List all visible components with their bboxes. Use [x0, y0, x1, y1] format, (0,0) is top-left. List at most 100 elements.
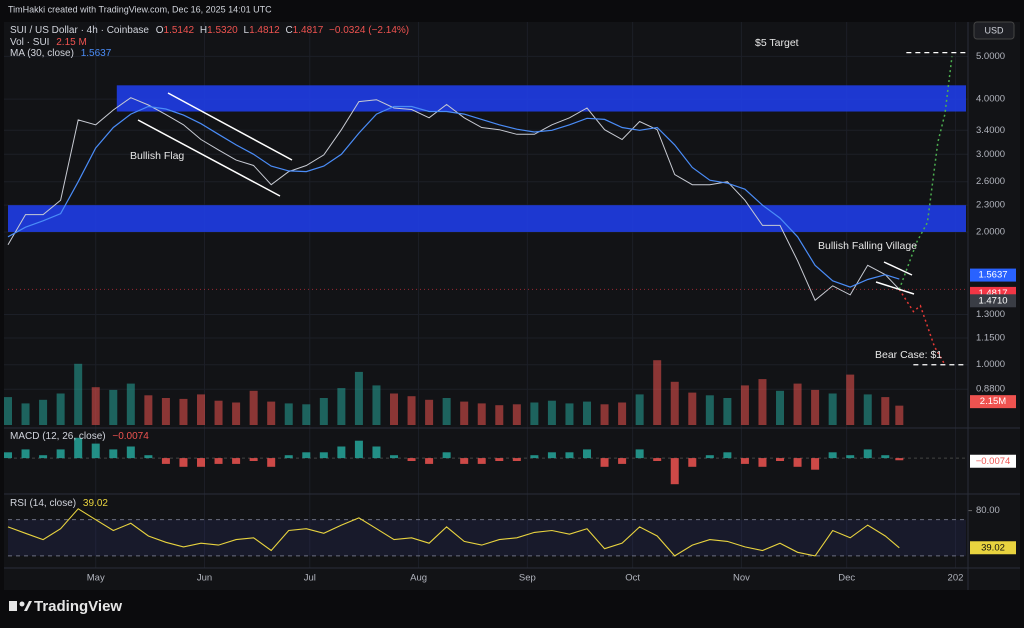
- price-line: [7, 97, 900, 302]
- legend-value: 1.5320: [207, 25, 238, 36]
- volume-bar: [565, 403, 574, 425]
- legend-ma: MA (30, close) 1.5637: [10, 48, 112, 59]
- volume-bar: [600, 404, 609, 425]
- macd-tag: −0.0074: [976, 456, 1011, 467]
- legend-label: MA (30, close): [10, 48, 74, 59]
- volume-bar: [547, 400, 556, 425]
- volume-bar: [477, 403, 486, 425]
- y-tick-label: 0.8800: [976, 384, 1005, 395]
- y-tick-label: 1.0000: [976, 359, 1005, 370]
- volume-bar: [740, 385, 749, 425]
- y-tick-label: 80.00: [976, 505, 1000, 516]
- macd-bar: [249, 458, 258, 461]
- macd-bar: [863, 449, 872, 459]
- zone: [8, 205, 966, 232]
- volume-bar: [758, 379, 767, 425]
- macd-bar: [635, 449, 644, 459]
- volume-bar: [407, 396, 416, 425]
- legend-value: 1.4817: [293, 25, 324, 36]
- macd-bar: [688, 458, 697, 467]
- legend-price: SUI / US Dollar · 4h · Coinbase O1.5142 …: [10, 25, 409, 36]
- volume-bar: [495, 405, 504, 425]
- y-tick-label: 2.3000: [976, 200, 1005, 211]
- volume-bar: [74, 363, 83, 425]
- projection: [898, 288, 946, 366]
- wedge-line: [883, 261, 913, 276]
- macd-bar: [161, 458, 170, 464]
- annotation: $5 Target: [755, 37, 799, 49]
- macd-bar: [4, 452, 12, 459]
- x-tick-label: Oct: [625, 573, 640, 584]
- y-tick-label: 2.0000: [976, 226, 1005, 237]
- macd-bar: [39, 455, 48, 459]
- y-tick-label: 1.1500: [976, 332, 1005, 343]
- legend-label: Vol · SUI: [10, 37, 49, 48]
- legend-macd: MACD (12, 26, close) −0.0074: [10, 431, 149, 442]
- macd-bar: [390, 455, 399, 459]
- price-tag: 1.5637: [978, 270, 1007, 281]
- x-tick-label: Jun: [197, 573, 212, 584]
- macd-bar: [21, 449, 30, 459]
- legend-value: 39.02: [83, 498, 108, 509]
- legend-volume: Vol · SUI 2.15 M: [10, 37, 87, 48]
- currency[interactable]: USD: [984, 25, 1004, 35]
- zone: [116, 85, 967, 112]
- volume-bar: [161, 398, 170, 425]
- macd-bar: [530, 455, 539, 459]
- x-tick-label: Dec: [838, 573, 855, 584]
- volume-bar: [56, 393, 65, 425]
- volume-bar: [635, 394, 644, 425]
- y-tick-label: 4.0000: [976, 94, 1005, 105]
- macd-bar: [214, 458, 223, 464]
- macd-bar: [74, 437, 83, 459]
- macd-bar: [670, 458, 679, 485]
- volume-bar: [460, 401, 469, 425]
- y-tick-label: 3.4000: [976, 125, 1005, 136]
- macd-bar: [337, 446, 346, 459]
- flag-line: [167, 92, 293, 161]
- x-tick-label: Nov: [733, 573, 750, 584]
- volume-bar: [530, 402, 539, 425]
- volume-bar: [354, 371, 363, 425]
- volume-bar: [442, 398, 451, 425]
- macd-bar: [232, 458, 241, 464]
- brand-logo: [24, 601, 32, 611]
- annotation: Bear Case: $1: [875, 349, 942, 361]
- legend-label: RSI (14, close): [10, 498, 76, 509]
- macd-bar: [91, 443, 100, 459]
- macd-bar: [547, 452, 556, 459]
- volume-bar: [21, 403, 30, 425]
- volume-bar: [881, 397, 890, 425]
- macd-bar: [284, 455, 293, 459]
- volume-bar: [372, 385, 381, 425]
- brand-logo: [9, 601, 17, 611]
- volume-bar: [267, 401, 276, 425]
- macd-tag-box: [970, 454, 1016, 468]
- volume-bar: [4, 397, 12, 425]
- volume-bar: [670, 381, 679, 425]
- macd-bar: [740, 458, 749, 464]
- currency-box[interactable]: [973, 21, 1015, 40]
- y-tick-label: 1.3000: [976, 309, 1005, 320]
- y-tick-label: 5.0000: [976, 51, 1005, 62]
- volume-bar: [284, 403, 293, 425]
- volume-bar: [197, 394, 206, 425]
- macd-bar: [758, 458, 767, 467]
- volume-bar: [811, 389, 820, 425]
- brand: TradingView: [34, 598, 122, 615]
- volume-tag: 2.15M: [980, 396, 1006, 407]
- price-tag: 1.4817: [978, 288, 1007, 299]
- macd-bar: [565, 452, 574, 459]
- macd-bar: [109, 449, 118, 459]
- macd-bar: [723, 452, 732, 459]
- macd-bar: [512, 458, 521, 461]
- x-tick-label: Jul: [304, 573, 316, 584]
- x-tick-label: 202: [948, 573, 964, 584]
- volume-bar: [425, 399, 434, 425]
- x-tick-label: Aug: [410, 573, 427, 584]
- brand-logo: [19, 601, 25, 607]
- volume-bar: [91, 387, 100, 425]
- macd-bar: [407, 458, 416, 461]
- macd-bar: [828, 452, 837, 459]
- volume-bar: [895, 405, 904, 425]
